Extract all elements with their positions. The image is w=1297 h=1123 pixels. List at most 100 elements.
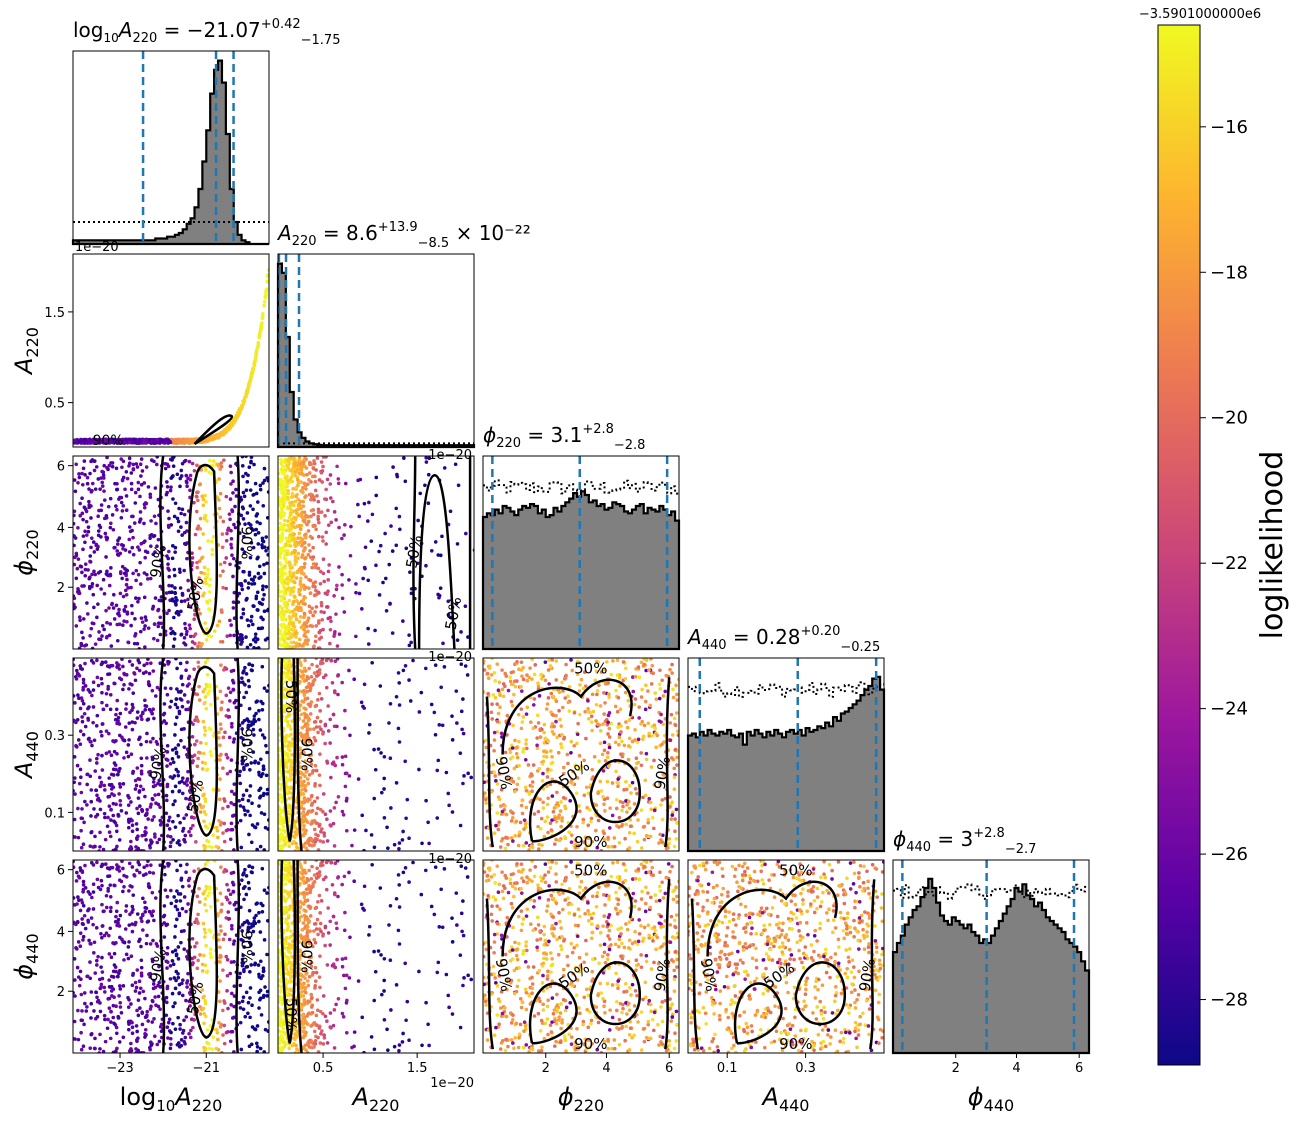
scatter-point bbox=[109, 835, 113, 839]
scatter-point bbox=[125, 811, 129, 815]
scatter-point bbox=[403, 759, 407, 763]
scatter-point bbox=[254, 636, 258, 640]
scatter-point bbox=[151, 797, 155, 801]
scatter-point bbox=[312, 513, 316, 517]
scatter-point bbox=[310, 675, 314, 679]
scatter-point bbox=[345, 799, 349, 803]
scatter-point bbox=[181, 593, 185, 597]
scatter-point bbox=[135, 666, 139, 670]
scatter-point bbox=[516, 783, 520, 787]
scatter-point bbox=[115, 508, 119, 512]
scatter-point bbox=[217, 477, 221, 481]
scatter-point bbox=[109, 808, 113, 812]
scatter-point bbox=[153, 793, 157, 797]
scatter-point bbox=[356, 479, 360, 483]
scatter-point bbox=[138, 548, 142, 552]
scatter-point bbox=[97, 630, 101, 634]
scatter-point bbox=[221, 569, 225, 573]
scatter-point bbox=[286, 549, 290, 553]
scatter-point bbox=[292, 586, 296, 590]
scatter-point bbox=[81, 512, 85, 516]
scatter-point bbox=[227, 427, 231, 431]
scatter-point bbox=[105, 536, 109, 540]
scatter-point bbox=[134, 632, 138, 636]
scatter-point bbox=[340, 573, 344, 577]
scatter-point bbox=[559, 800, 563, 804]
scatter-point bbox=[89, 516, 93, 520]
scatter-point bbox=[192, 501, 196, 505]
scatter-point bbox=[176, 517, 180, 521]
scatter-point bbox=[644, 683, 648, 687]
scatter-point bbox=[83, 662, 87, 666]
scatter-point bbox=[169, 700, 173, 704]
scatter-point bbox=[398, 740, 402, 744]
scatter-point bbox=[242, 570, 246, 574]
scatter-point bbox=[148, 708, 152, 712]
scatter-point bbox=[407, 633, 411, 637]
scatter-point bbox=[567, 709, 571, 713]
scatter-point bbox=[120, 466, 124, 470]
scatter-point bbox=[249, 488, 253, 492]
scatter-point bbox=[113, 750, 117, 754]
scatter-point bbox=[80, 496, 84, 500]
scatter-point bbox=[79, 768, 83, 772]
scatter-point bbox=[515, 820, 519, 824]
scatter-point bbox=[547, 668, 551, 672]
scatter-point bbox=[297, 462, 301, 466]
scatter-point bbox=[493, 731, 497, 735]
scatter-point bbox=[128, 847, 132, 851]
scatter-point bbox=[136, 659, 140, 663]
scatter-point bbox=[126, 612, 130, 616]
scatter-point bbox=[137, 597, 141, 601]
scatter-point bbox=[127, 755, 131, 759]
diag-panel-phi220 bbox=[483, 456, 679, 649]
scatter-point bbox=[183, 834, 187, 838]
scatter-point bbox=[618, 684, 622, 688]
scatter-point bbox=[420, 841, 424, 845]
scatter-point bbox=[165, 799, 169, 803]
scatter-point bbox=[418, 710, 422, 714]
scatter-point bbox=[125, 494, 129, 498]
scatter-point bbox=[219, 434, 223, 438]
scatter-point bbox=[142, 671, 146, 675]
scatter-point bbox=[298, 540, 302, 544]
scatter-point bbox=[324, 723, 328, 727]
scatter-point bbox=[315, 605, 319, 609]
panel-title-log10A220-part: 220 bbox=[132, 31, 157, 46]
scatter-point bbox=[224, 753, 228, 757]
scatter-point bbox=[185, 480, 189, 484]
scatter-point bbox=[106, 816, 110, 820]
scatter-point bbox=[320, 604, 324, 608]
scatter-point bbox=[295, 576, 299, 580]
scatter-point bbox=[183, 636, 187, 640]
scatter-point bbox=[241, 475, 245, 479]
scatter-point bbox=[195, 561, 199, 565]
scatter-point bbox=[287, 664, 291, 668]
scatter-point bbox=[300, 644, 304, 648]
scatter-point bbox=[205, 519, 209, 523]
panel-title-phi440-part: −2.7 bbox=[1005, 842, 1037, 857]
scatter-point bbox=[193, 753, 197, 757]
scatter-point bbox=[230, 546, 234, 550]
scatter-point bbox=[309, 591, 313, 595]
scatter-point bbox=[628, 736, 632, 740]
scatter-point bbox=[484, 822, 488, 826]
scatter-point bbox=[102, 628, 106, 632]
scatter-point bbox=[228, 562, 232, 566]
scatter-point bbox=[178, 712, 182, 716]
scatter-point bbox=[305, 812, 309, 816]
scatter-point bbox=[291, 493, 295, 497]
scatter-point bbox=[543, 820, 547, 824]
scatter-point bbox=[232, 557, 236, 561]
scatter-point bbox=[309, 480, 313, 484]
scatter-point bbox=[498, 693, 502, 697]
scatter-point bbox=[127, 820, 131, 824]
scatter-point bbox=[86, 688, 90, 692]
scatter-point bbox=[100, 734, 104, 738]
scatter-point bbox=[286, 519, 290, 523]
scatter-point bbox=[153, 514, 157, 518]
scatter-point bbox=[249, 761, 253, 765]
scatter-point bbox=[478, 469, 482, 473]
scatter-point bbox=[85, 803, 89, 807]
scatter-point bbox=[281, 534, 285, 538]
